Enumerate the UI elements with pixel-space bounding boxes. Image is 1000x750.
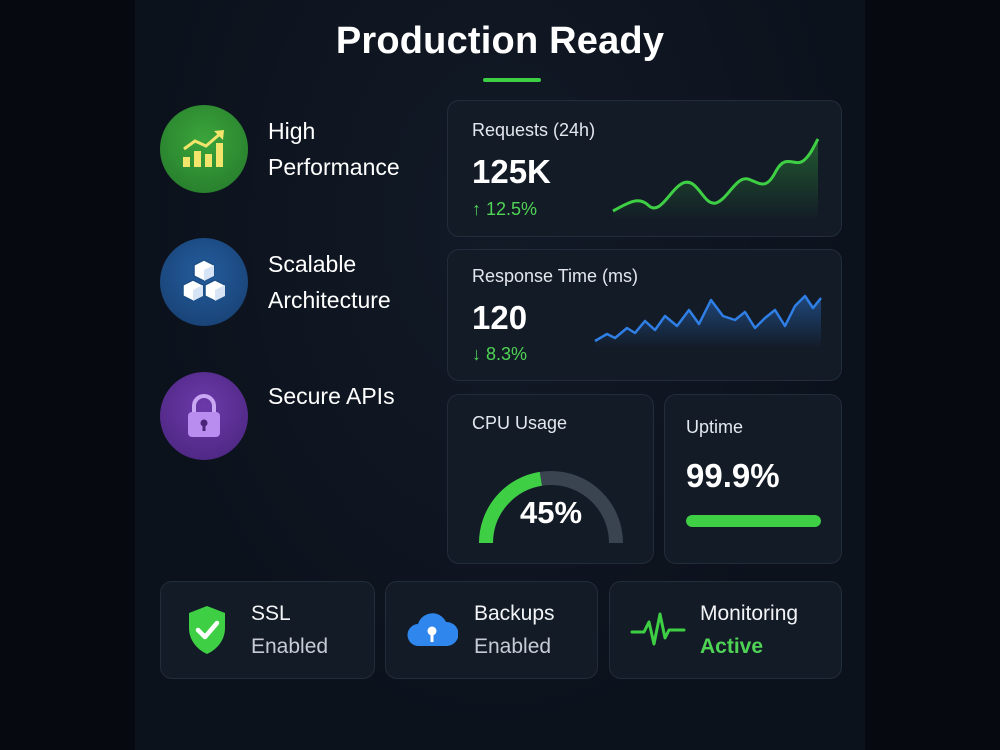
feature-label-line1: High xyxy=(268,118,316,144)
uptime-value: 99.9% xyxy=(686,457,780,494)
response-time-sparkline xyxy=(594,294,822,348)
uptime-progress-track xyxy=(686,515,821,527)
cloud-icon xyxy=(407,613,458,647)
response-time-delta: ↓ 8.3% xyxy=(472,344,528,364)
feature-label-line1: Secure APIs xyxy=(268,383,395,409)
left-backdrop xyxy=(0,0,135,750)
requests-delta: ↑ 12.5% xyxy=(472,199,538,219)
requests-label: Requests (24h) xyxy=(472,120,596,140)
feature-label: Scalable Architecture xyxy=(268,246,428,318)
uptime-progress-fill xyxy=(686,515,821,527)
status-subtitle: Enabled xyxy=(474,635,552,658)
response-time-card: Response Time (ms) 120 ↓ 8.3% xyxy=(447,249,842,381)
status-title: Monitoring xyxy=(700,602,799,625)
status-subtitle: Enabled xyxy=(251,635,329,658)
status-title: SSL xyxy=(251,602,291,625)
cpu-usage-gauge xyxy=(479,471,623,544)
uptime-card: Uptime 99.9% xyxy=(664,394,842,564)
feature-icon-circle xyxy=(160,238,248,326)
status-card-backups: Backups Enabled xyxy=(385,581,598,679)
dashboard-panel: Production Ready High Performance xyxy=(135,0,865,750)
cpu-usage-value: 45% xyxy=(520,495,583,530)
shield-check-icon xyxy=(189,606,225,654)
cubes-icon xyxy=(182,259,226,302)
requests-value: 125K xyxy=(472,153,551,190)
heartbeat-icon xyxy=(630,612,686,646)
feature-icon-circle xyxy=(160,105,248,193)
requests-sparkline xyxy=(612,138,820,221)
feature-scalable-architecture: Scalable Architecture xyxy=(160,238,428,326)
requests-card: Requests (24h) 125K ↑ 12.5% xyxy=(447,100,842,237)
lock-icon xyxy=(188,394,220,437)
feature-icon-circle xyxy=(160,372,248,460)
page-title: Production Ready xyxy=(335,20,665,62)
cpu-usage-label: CPU Usage xyxy=(472,413,568,433)
status-title: Backups xyxy=(474,602,555,625)
feature-label-line2: Architecture xyxy=(268,287,391,313)
feature-label: High Performance xyxy=(268,113,428,185)
uptime-label: Uptime xyxy=(686,417,744,437)
response-time-label: Response Time (ms) xyxy=(472,266,639,286)
feature-label-line2: Performance xyxy=(268,154,400,180)
right-backdrop xyxy=(865,0,1000,750)
feature-label: Secure APIs xyxy=(268,378,428,414)
chart-up-icon xyxy=(183,130,224,167)
feature-secure-apis: Secure APIs xyxy=(160,372,428,460)
status-subtitle: Active xyxy=(700,635,764,658)
status-card-ssl: SSL Enabled xyxy=(160,581,375,679)
feature-label-line1: Scalable xyxy=(268,251,357,277)
title-underline xyxy=(483,78,541,82)
status-card-monitoring: Monitoring Active xyxy=(609,581,842,679)
feature-high-performance: High Performance xyxy=(160,105,428,193)
cpu-usage-card: CPU Usage 45% xyxy=(447,394,654,564)
response-time-value: 120 xyxy=(472,299,528,336)
